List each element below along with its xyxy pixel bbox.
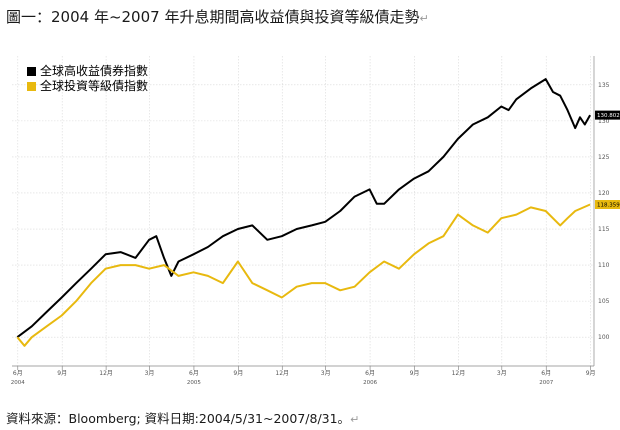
x-year-label: 2005	[187, 380, 201, 386]
x-year-label: 2004	[11, 380, 25, 386]
last-value-label-2: 118.359	[597, 203, 620, 209]
y-tick-label: 110	[598, 262, 610, 269]
legend-swatch-2	[27, 82, 36, 91]
x-tick-label: 9月	[410, 370, 420, 377]
legend-swatch-1	[27, 67, 36, 76]
figure-title: 圖一：2004 年~2007 年升息期間高收益債與投資等級債走勢↵	[6, 8, 429, 26]
y-tick-label: 105	[598, 298, 610, 305]
return-mark: ↵	[419, 12, 429, 25]
x-tick-label: 9月	[586, 370, 596, 377]
source-return-mark: ↵	[350, 413, 360, 426]
x-tick-label: 12月	[452, 370, 466, 377]
y-tick-label: 130	[598, 118, 610, 125]
y-tick-label: 115	[598, 226, 610, 233]
x-tick-label: 6月	[541, 370, 551, 377]
x-year-label: 2007	[539, 380, 553, 386]
y-tick-label: 125	[598, 154, 610, 161]
x-tick-label: 6月	[365, 370, 375, 377]
chart-axes: 100 105 110 115 120 125 130 135 6月 9月 12月 3月 6月 9月 12月…	[11, 56, 610, 386]
last-value-badge-2	[595, 200, 620, 210]
x-tick-label: 9月	[233, 370, 243, 377]
source-note: 資料來源：Bloomberg; 資料日期:2004/5/31~2007/8/31…	[6, 411, 360, 426]
legend-label-1: 全球高收益債券指數	[40, 63, 148, 78]
legend-label-2: 全球投資等級債指數	[40, 78, 148, 93]
x-tick-label: 6月	[13, 370, 23, 377]
y-tick-label: 100	[598, 334, 610, 341]
y-tick-label: 120	[598, 190, 610, 197]
x-tick-label: 9月	[57, 370, 67, 377]
x-tick-label: 12月	[99, 370, 113, 377]
series-line-1	[16, 78, 591, 338]
series-line-2	[16, 203, 591, 347]
x-tick-label: 6月	[189, 370, 199, 377]
x-year-label: 2006	[363, 380, 377, 386]
x-tick-label: 3月	[497, 370, 507, 377]
last-value-badge-1	[595, 110, 620, 120]
last-value-label-1: 130.802	[597, 113, 620, 119]
chart-grid	[12, 56, 594, 366]
x-tick-label: 3月	[145, 370, 155, 377]
x-tick-label: 12月	[275, 370, 289, 377]
y-tick-label: 135	[598, 82, 610, 89]
chart-series: 130.802 118.359	[16, 78, 620, 347]
x-tick-label: 3月	[321, 370, 331, 377]
